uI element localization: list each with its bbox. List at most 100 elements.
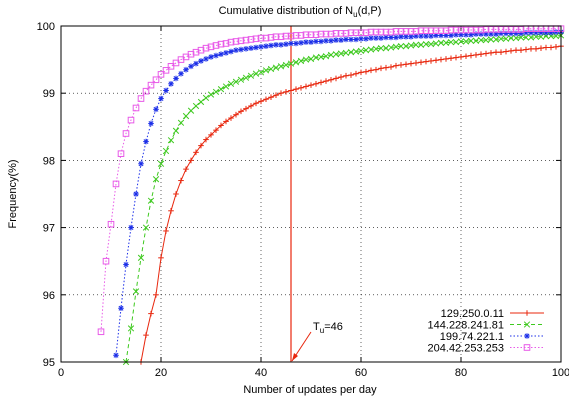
data-point: [188, 63, 194, 70]
data-point: [377, 45, 385, 52]
data-point: [392, 28, 400, 35]
data-point: [282, 61, 290, 69]
data-point: [382, 45, 390, 52]
data-point: [523, 321, 531, 328]
x-tick-label: 80: [455, 367, 467, 379]
data-point: [362, 29, 370, 37]
data-point: [203, 56, 209, 62]
data-point: [157, 71, 165, 78]
data-point: [363, 35, 369, 42]
data-point: [208, 54, 214, 60]
data-point: [468, 52, 474, 59]
data-point: [167, 63, 175, 70]
data-point: [278, 42, 284, 48]
data-point: [508, 48, 514, 54]
data-point: [487, 26, 495, 33]
chart-title-tail: (d,P): [358, 5, 382, 17]
data-point: [153, 292, 159, 298]
data-point: [343, 72, 349, 79]
data-point: [512, 34, 520, 42]
data-point: [398, 33, 404, 40]
data-point: [507, 26, 515, 33]
data-point: [302, 31, 310, 39]
data-point: [318, 38, 324, 45]
data-point: [333, 37, 339, 43]
data-point: [358, 35, 364, 42]
data-point: [442, 39, 450, 46]
series-line: [115, 31, 561, 356]
data-point: [213, 127, 219, 133]
data-point: [257, 34, 265, 42]
data-point: [238, 108, 244, 115]
data-point: [407, 28, 415, 35]
data-point: [342, 49, 350, 57]
data-point: [322, 53, 330, 60]
data-point: [307, 31, 315, 39]
data-point: [483, 50, 489, 57]
legend-label: 199.74.221.1: [440, 331, 504, 343]
data-point: [488, 50, 494, 56]
data-point: [127, 325, 135, 332]
data-point: [393, 34, 399, 41]
data-point: [278, 90, 284, 96]
data-point: [482, 36, 490, 44]
data-point: [383, 64, 389, 71]
data-point: [518, 47, 524, 53]
data-point: [273, 92, 279, 99]
data-point: [303, 83, 309, 90]
data-point: [412, 41, 420, 48]
data-point: [133, 191, 139, 197]
data-point: [113, 352, 119, 359]
data-point: [382, 28, 390, 36]
data-point: [423, 58, 429, 65]
data-point: [462, 26, 470, 34]
data-point: [178, 70, 184, 77]
data-point: [137, 95, 145, 102]
data-point: [512, 26, 520, 33]
data-point: [168, 208, 174, 214]
data-point: [222, 83, 230, 90]
data-point: [157, 160, 165, 167]
data-point: [347, 29, 355, 37]
data-point: [237, 76, 245, 83]
data-point: [523, 344, 531, 351]
data-point: [233, 111, 239, 118]
data-point: [458, 54, 464, 60]
data-point: [258, 44, 264, 50]
data-point: [267, 65, 275, 73]
data-point: [123, 261, 129, 268]
annotation-label: Tu=46: [313, 321, 343, 335]
x-tick-label: 100: [552, 367, 569, 379]
data-point: [433, 57, 439, 64]
data-point: [237, 37, 245, 45]
data-point: [232, 78, 240, 85]
data-point: [172, 59, 180, 67]
data-point: [267, 34, 275, 41]
data-point: [272, 64, 280, 71]
data-point: [462, 38, 470, 45]
data-point: [517, 26, 525, 33]
data-point: [492, 36, 500, 43]
data-point: [293, 86, 299, 92]
data-point: [352, 48, 360, 55]
plot-frame: [60, 25, 562, 363]
data-point: [453, 54, 459, 61]
data-point: [147, 81, 155, 89]
annotation-text: T: [313, 321, 320, 333]
data-point: [308, 39, 314, 45]
data-point: [227, 80, 235, 87]
data-point: [337, 50, 345, 57]
legend-label: 129.250.0.11: [441, 308, 504, 320]
data-point: [198, 58, 204, 64]
data-point: [423, 33, 429, 39]
data-point: [478, 51, 484, 58]
data-point: [472, 26, 480, 34]
data-point: [158, 95, 164, 102]
data-point: [112, 180, 120, 188]
data-point: [227, 38, 235, 46]
legend-label: 144.228.241.81: [428, 320, 504, 332]
data-point: [162, 147, 170, 155]
data-point: [163, 87, 169, 94]
data-point: [172, 127, 180, 134]
